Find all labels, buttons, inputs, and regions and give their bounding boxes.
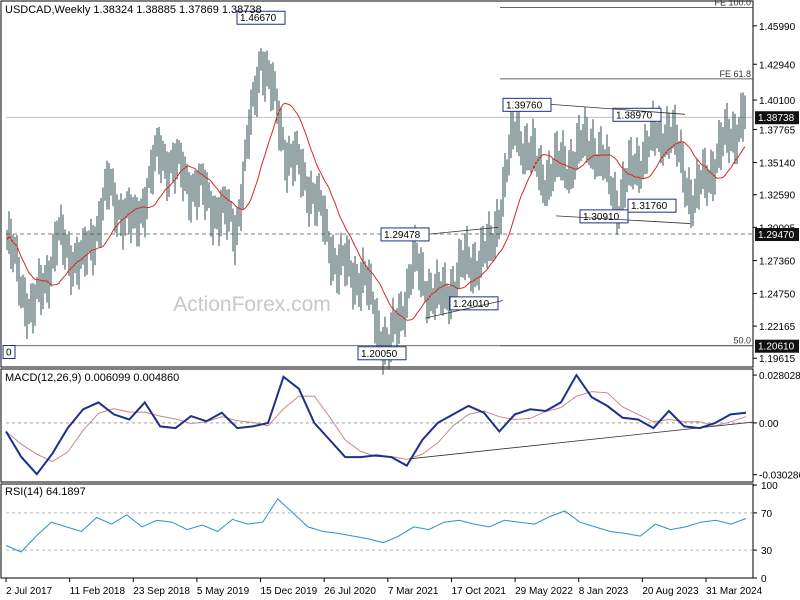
rsi-axis-tick-label: 100 [761,481,778,492]
price-axis-tick-label: 1.27360 [759,257,796,268]
rsi-axis-tick-label: 70 [761,509,773,520]
x-axis-tick-label: 29 May 2022 [515,586,573,597]
rsi-axis-tick-label: 30 [761,546,773,557]
annotation-box [236,10,286,25]
x-axis-tick-label: 8 Jan 2023 [579,586,629,597]
price-axis-tick-label: 1.19615 [759,354,796,365]
annotation-box [502,97,552,112]
macd-axis-tick-label: 0.028028 [759,371,800,382]
x-axis-tick-label: 26 Jul 2020 [324,586,376,597]
current-price-tag-bg [755,111,799,125]
x-axis-tick-label: 31 Mar 2024 [706,586,763,597]
macd-panel-header: MACD(12,26,9) 0.006099 0.004860 [5,372,179,384]
annotation-box [627,198,677,213]
annotation-box [357,346,407,361]
annotation-label: 1.38970 [616,110,653,121]
price-axis-tick-label: 1.45990 [759,22,796,33]
rsi-panel-frame [0,483,754,579]
x-axis-tick-label: 7 Mar 2021 [388,586,439,597]
macd-axis-tick-label: 0.00 [759,419,779,430]
level-tag-bg [755,228,799,242]
fibo-label: 50.0 [733,336,751,346]
trendline [550,103,686,115]
annotation-label: 0 [6,348,12,359]
annotation-label: 1.39760 [506,100,543,111]
rsi-panel-header: RSI(14) 64.1897 [5,486,86,498]
fibo-label: FE 61.8 [719,69,751,79]
watermark: ActionForex.com [173,293,331,316]
annotation-label: 1.24010 [453,299,490,310]
annotation-box [2,345,16,360]
price-panel-header: USDCAD,Weekly 1.38324 1.38885 1.37869 1.… [5,4,262,16]
rsi-line [5,498,747,553]
annotation-label: 1.46670 [240,13,277,24]
x-axis-tick-label: 5 May 2019 [197,586,250,597]
price-axis-tick-label: 1.22165 [759,322,796,333]
price-axis-tick-label: 1.42940 [759,60,796,71]
rsi-layer [5,498,753,553]
annotation-label: 1.31760 [631,201,668,212]
moving-average-line [6,102,746,321]
price-axis-tick-label: 1.37765 [759,125,796,136]
macd-layer [5,373,754,476]
x-axis-tick-label: 17 Oct 2021 [451,586,506,597]
price-layer: FE 100.0 FE 61.8 50.0 1.46670 1.39760 1.38970… [2,0,753,375]
rsi-axis-tick-label: 0 [761,574,767,585]
price-axis-tick-label: 1.40100 [759,96,796,107]
price-axis-tick-label: 1.24750 [759,290,796,301]
annotation-label: 1.30910 [583,212,620,223]
level-tag-bg [755,339,799,353]
x-axis-tick-label: 2 Jul 2017 [6,586,53,597]
level-tag: 1.29470 [758,230,795,241]
x-axis-tick-label: 20 Aug 2023 [642,586,699,597]
annotation-box [449,296,499,311]
level-tag: 1.20610 [758,342,795,353]
annotation-label: 1.29478 [384,230,421,241]
macd-line [5,373,747,476]
axis-layer: 1.45990 1.42940 1.40100 1.37765 1.35140 1.325… [5,22,800,597]
price-axis-tick-label: 1.32590 [759,191,796,202]
fibo-label: FE 100.0 [714,0,751,7]
price-axis-tick-label: 1.35140 [759,159,796,170]
macd-panel-frame [0,368,754,483]
annotation-box [380,227,430,242]
trendline [429,226,499,235]
macd-trendline [409,421,754,460]
trendline [555,215,691,224]
current-price-tag: 1.38738 [758,113,795,124]
macd-signal-line [5,391,747,463]
x-axis-tick-label: 11 Feb 2018 [70,586,126,597]
annotation-label: 1.20050 [361,349,398,360]
x-axis-tick-label: 15 Dec 2019 [261,586,318,597]
trendline [424,300,504,319]
x-axis-tick-label: 23 Sep 2018 [133,586,190,597]
macd-axis-tick-label: -0.030286 [759,471,800,482]
